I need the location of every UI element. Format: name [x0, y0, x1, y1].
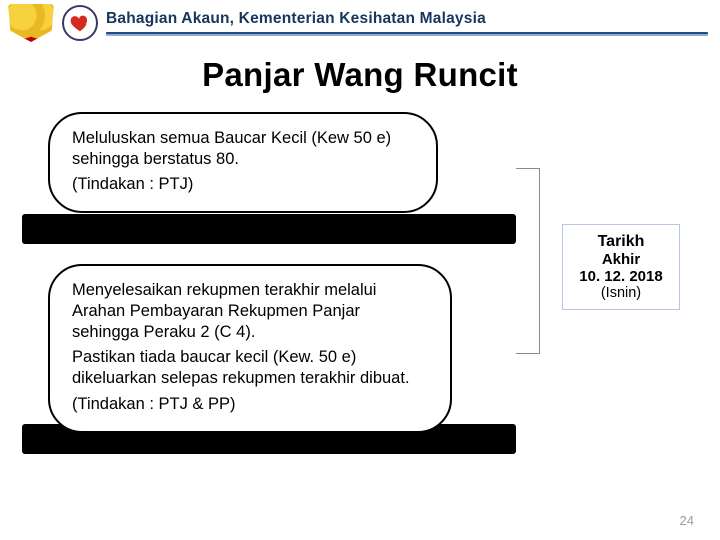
page-number: 24 — [680, 513, 694, 528]
step2-text1: Menyelesaikan rekupmen terakhir melalui … — [72, 280, 428, 343]
step-bar-1 — [22, 214, 516, 244]
department-title: Bahagian Akaun, Kementerian Kesihatan Ma… — [106, 10, 712, 30]
header-underline — [106, 32, 708, 36]
step-box-2: Menyelesaikan rekupmen terakhir melalui … — [48, 264, 452, 433]
step-box-1: Meluluskan semua Baucar Kecil (Kew 50 e)… — [48, 112, 438, 213]
step2-text2: Pastikan tiada baucar kecil (Kew. 50 e) … — [72, 347, 428, 389]
deadline-box: Tarikh Akhir 10. 12. 2018 (Isnin) — [562, 224, 680, 310]
step1-text: Meluluskan semua Baucar Kecil (Kew 50 e)… — [72, 128, 414, 170]
deadline-day: (Isnin) — [573, 285, 669, 301]
step1-action: (Tindakan : PTJ) — [72, 174, 414, 195]
bracket-connector — [516, 168, 540, 354]
page-title: Panjar Wang Runcit — [0, 56, 720, 94]
header-title-wrap: Bahagian Akaun, Kementerian Kesihatan Ma… — [106, 10, 712, 36]
government-crest-logo — [8, 4, 54, 42]
deadline-date: 10. 12. 2018 — [573, 268, 669, 285]
content-area: Meluluskan semua Baucar Kecil (Kew 50 e)… — [0, 112, 720, 452]
ministry-heart-logo-icon — [62, 5, 98, 41]
header-bar: Bahagian Akaun, Kementerian Kesihatan Ma… — [0, 0, 720, 42]
deadline-label-2: Akhir — [573, 251, 669, 268]
deadline-label-1: Tarikh — [573, 233, 669, 251]
step2-action: (Tindakan : PTJ & PP) — [72, 394, 428, 415]
